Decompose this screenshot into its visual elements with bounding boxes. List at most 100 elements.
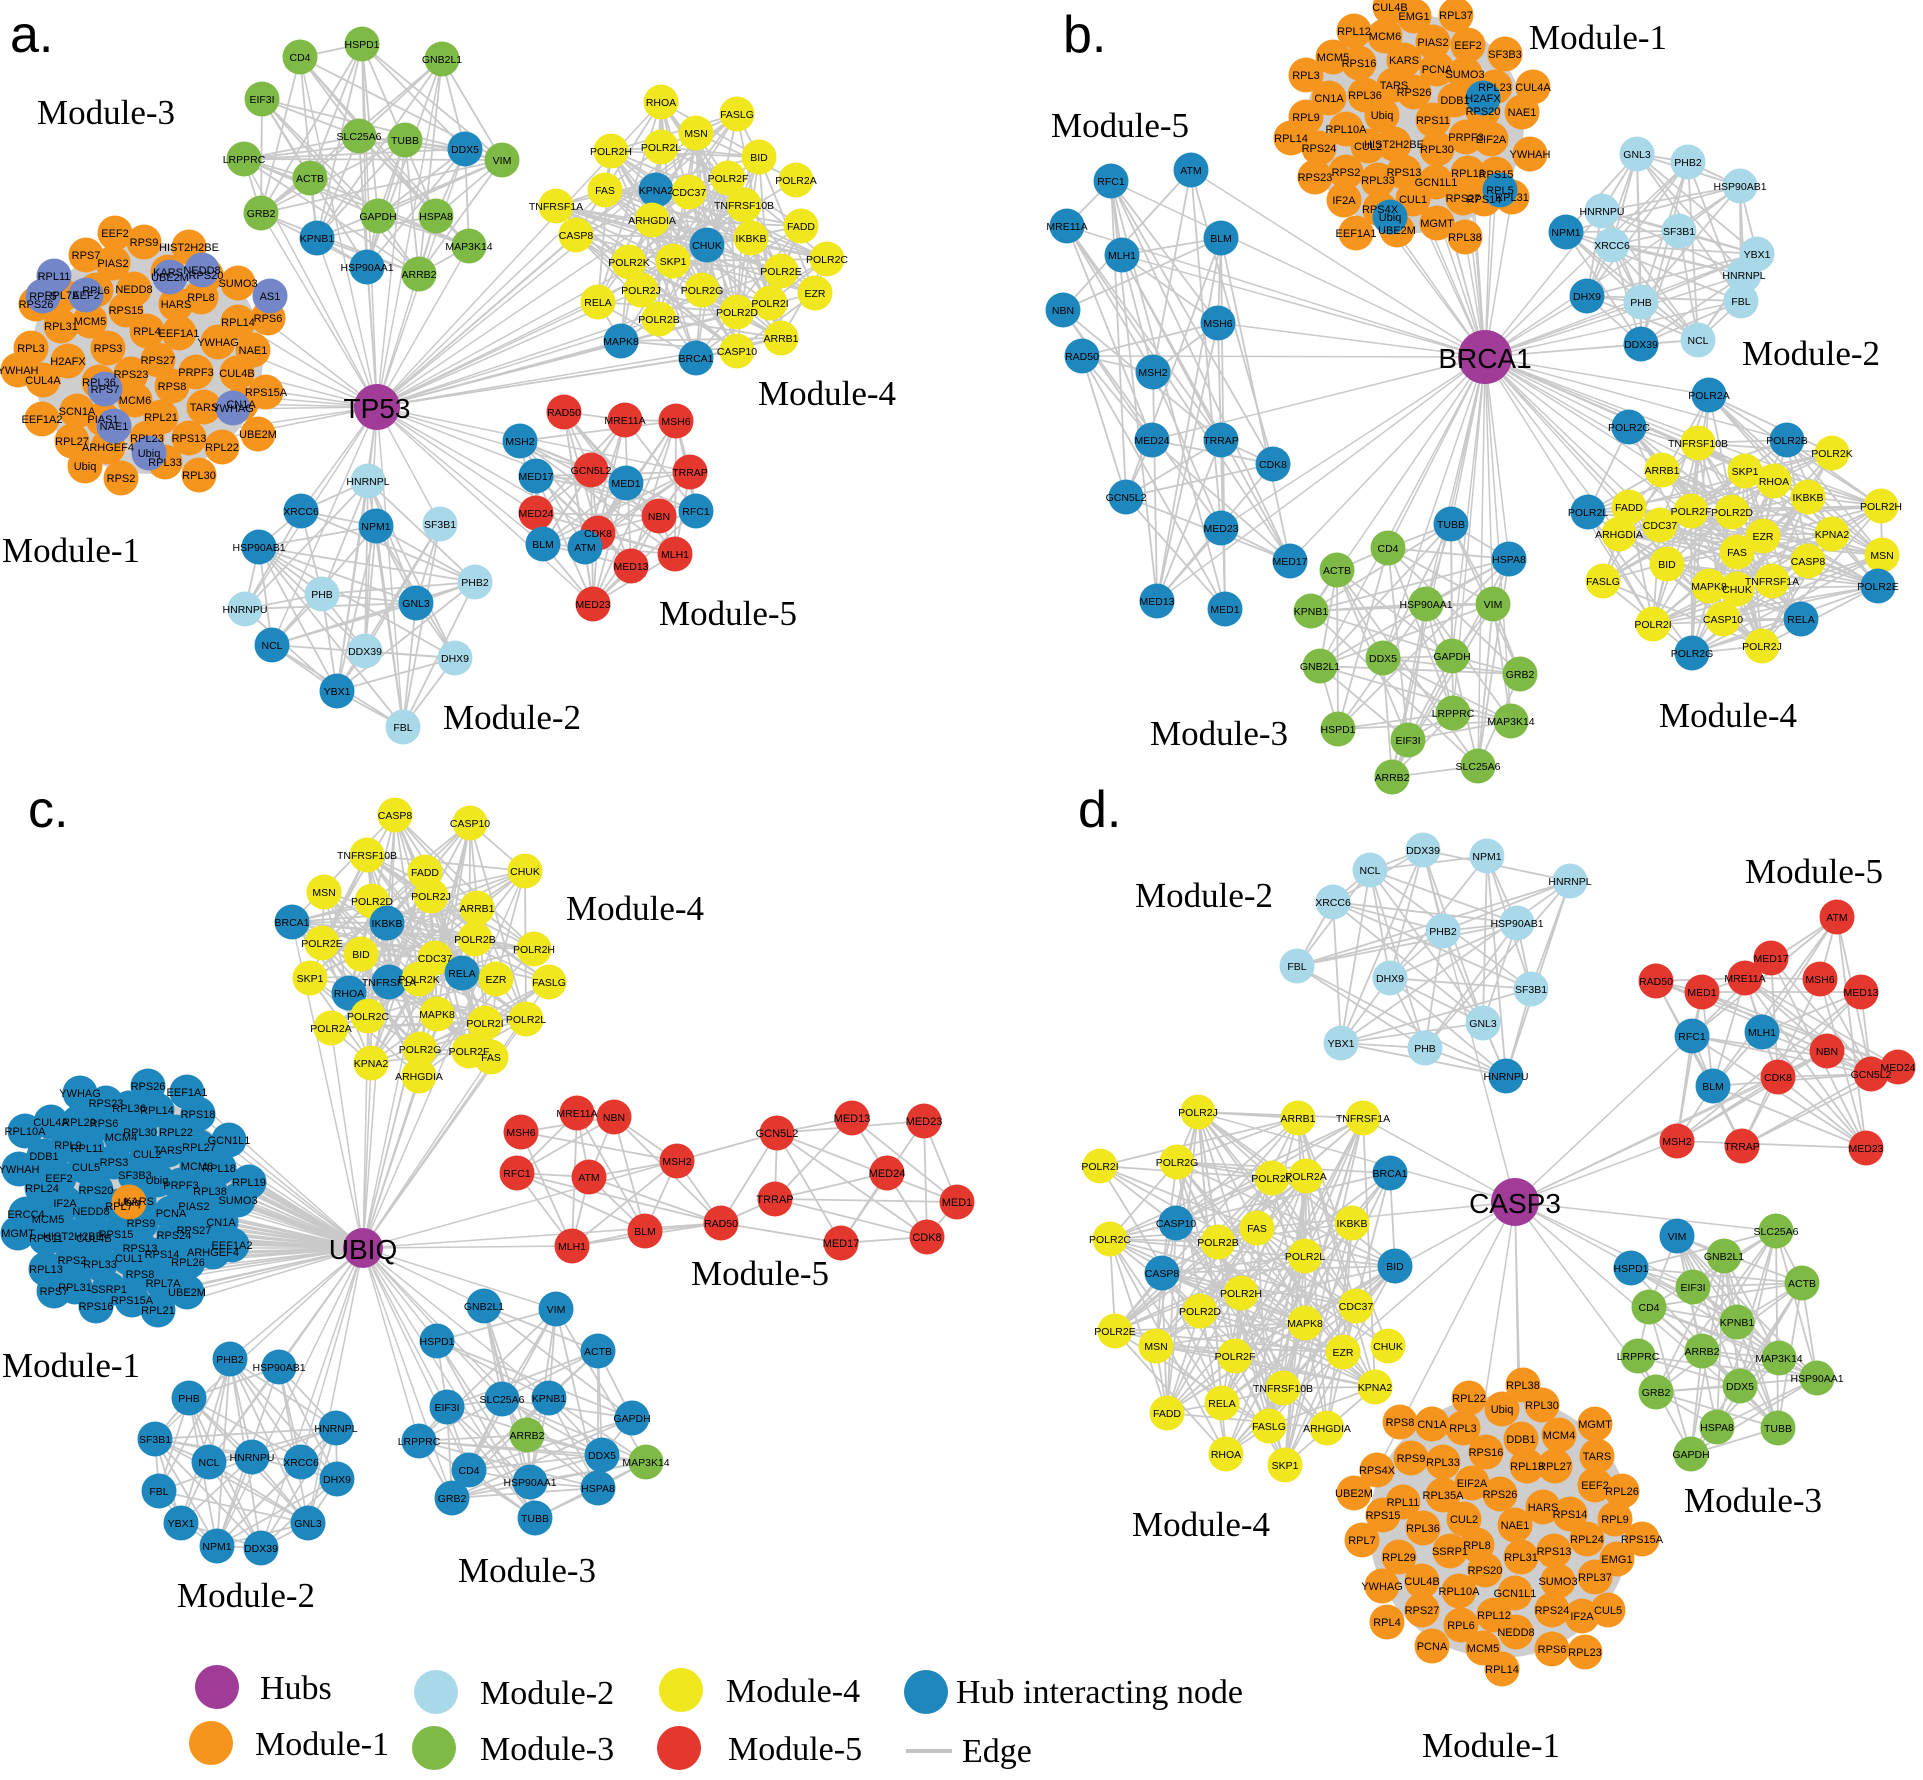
svg-text:RPS24: RPS24: [1302, 143, 1337, 155]
svg-text:MAPK8: MAPK8: [419, 1009, 455, 1021]
svg-text:KPNA2: KPNA2: [1358, 1382, 1393, 1394]
svg-text:FAS: FAS: [595, 185, 615, 197]
svg-text:UBIQ: UBIQ: [329, 1234, 397, 1265]
svg-text:PHB: PHB: [1414, 1043, 1436, 1055]
svg-text:IKBKB: IKBKB: [1793, 492, 1824, 504]
svg-text:CUL4B: CUL4B: [76, 1233, 111, 1245]
svg-text:RPL14: RPL14: [221, 317, 255, 329]
svg-text:RPS27: RPS27: [1405, 1605, 1440, 1617]
svg-text:NCL: NCL: [198, 1457, 219, 1469]
svg-text:FASLG: FASLG: [720, 109, 754, 121]
svg-text:POLR2H: POLR2H: [590, 146, 632, 158]
svg-text:RPL30: RPL30: [182, 470, 216, 482]
svg-text:KPNA2: KPNA2: [354, 1058, 389, 1070]
svg-text:RPS14: RPS14: [1553, 1509, 1588, 1521]
svg-text:RPS6: RPS6: [1538, 1644, 1567, 1656]
svg-text:RPL31: RPL31: [58, 1282, 92, 1294]
svg-text:RPL33: RPL33: [83, 1259, 117, 1271]
svg-text:POLR2D: POLR2D: [1711, 507, 1753, 519]
svg-text:FAS: FAS: [1247, 1223, 1267, 1235]
svg-text:MCM5: MCM5: [32, 1214, 64, 1226]
svg-text:POLR2K: POLR2K: [398, 974, 439, 986]
svg-text:PIAS2: PIAS2: [1417, 37, 1448, 49]
svg-text:PHB: PHB: [178, 1393, 200, 1405]
svg-text:POLR2D: POLR2D: [716, 307, 758, 319]
svg-text:TARS: TARS: [154, 1145, 183, 1157]
svg-text:TRRAP: TRRAP: [1724, 1141, 1760, 1153]
svg-text:EEF2: EEF2: [1581, 1480, 1609, 1492]
svg-text:FAS: FAS: [481, 1052, 501, 1064]
svg-text:SF3B1: SF3B1: [139, 1434, 171, 1446]
svg-text:PRPF3: PRPF3: [1448, 132, 1483, 144]
svg-text:RPS7: RPS7: [72, 250, 101, 262]
svg-text:RFC1: RFC1: [682, 506, 710, 518]
svg-text:HIST2H2BE: HIST2H2BE: [159, 242, 219, 254]
svg-text:RAD50: RAD50: [704, 1218, 738, 1230]
svg-text:GRB2: GRB2: [247, 208, 276, 220]
svg-text:CASP3: CASP3: [1469, 1188, 1561, 1219]
svg-text:ARRB1: ARRB1: [1644, 465, 1679, 477]
svg-text:RPL5: RPL5: [1486, 185, 1514, 197]
svg-text:PCNA: PCNA: [1422, 64, 1453, 76]
svg-text:RPS14: RPS14: [1467, 194, 1502, 206]
svg-text:MAP3K14: MAP3K14: [622, 1457, 669, 1469]
svg-text:SLC25A6: SLC25A6: [1754, 1226, 1799, 1238]
svg-text:SKP1: SKP1: [1272, 1460, 1299, 1472]
svg-text:Module-4: Module-4: [726, 1673, 860, 1710]
svg-text:HARS: HARS: [161, 299, 192, 311]
svg-text:MED24: MED24: [518, 508, 553, 520]
svg-text:UBE2M: UBE2M: [151, 272, 189, 284]
svg-text:YBX1: YBX1: [1328, 1038, 1355, 1050]
svg-text:RAD50: RAD50: [547, 407, 581, 419]
svg-text:CD4: CD4: [1638, 1302, 1659, 1314]
svg-text:PHB2: PHB2: [1674, 157, 1702, 169]
svg-text:GNB2L1: GNB2L1: [1300, 661, 1340, 673]
svg-text:CN1A: CN1A: [226, 399, 256, 411]
svg-text:RPS13: RPS13: [1537, 1546, 1572, 1558]
svg-text:HNRNPU: HNRNPU: [230, 1452, 275, 1464]
svg-text:RPL21: RPL21: [141, 1305, 175, 1317]
svg-text:RPL14: RPL14: [1485, 1664, 1519, 1676]
svg-text:FADD: FADD: [411, 867, 439, 879]
svg-text:POLR2F: POLR2F: [1215, 1351, 1256, 1363]
svg-text:NCL: NCL: [1359, 865, 1380, 877]
svg-text:Module-5: Module-5: [1745, 852, 1883, 891]
svg-text:SCN1A: SCN1A: [59, 406, 96, 418]
svg-text:EIF2A: EIF2A: [1457, 1478, 1488, 1490]
svg-text:Module-2: Module-2: [177, 1576, 315, 1615]
svg-text:RPL31: RPL31: [44, 321, 78, 333]
svg-text:PHB2: PHB2: [1429, 926, 1457, 938]
svg-text:TNFRSF1A: TNFRSF1A: [529, 201, 583, 213]
svg-text:MSN: MSN: [312, 887, 335, 899]
svg-text:VIM: VIM: [1668, 1231, 1687, 1243]
svg-text:RPL11: RPL11: [1387, 1497, 1420, 1509]
svg-text:CUL4B: CUL4B: [1372, 2, 1407, 14]
svg-text:RFC1: RFC1: [503, 1168, 531, 1180]
svg-text:MGMT: MGMT: [1420, 218, 1454, 230]
svg-text:RPL13: RPL13: [29, 1264, 63, 1276]
svg-text:ARRB2: ARRB2: [1684, 1346, 1719, 1358]
svg-text:YWHAG: YWHAG: [59, 1088, 101, 1100]
svg-text:MSH2: MSH2: [1662, 1136, 1691, 1148]
svg-text:NPM1: NPM1: [1551, 227, 1580, 239]
svg-text:Module-1: Module-1: [1422, 1726, 1560, 1765]
svg-text:EZR: EZR: [1753, 531, 1774, 543]
svg-text:GNB2L1: GNB2L1: [422, 54, 462, 66]
svg-text:HSP90AA1: HSP90AA1: [1790, 1373, 1843, 1385]
svg-text:NAE1: NAE1: [1501, 1520, 1530, 1532]
svg-text:Module-3: Module-3: [1684, 1481, 1822, 1520]
svg-text:POLR2G: POLR2G: [681, 285, 724, 297]
svg-text:CDC37: CDC37: [1339, 1301, 1374, 1313]
svg-text:RPS7: RPS7: [40, 1286, 69, 1298]
svg-text:RPL12: RPL12: [1477, 1610, 1511, 1622]
svg-text:BID: BID: [1386, 1261, 1404, 1273]
svg-text:IKBKB: IKBKB: [736, 233, 767, 245]
svg-text:POLR2K: POLR2K: [1811, 448, 1852, 460]
svg-text:Hub interacting node: Hub interacting node: [956, 1674, 1243, 1711]
svg-text:Module-3: Module-3: [37, 93, 175, 132]
svg-text:CD4: CD4: [458, 1465, 479, 1477]
svg-text:KARS: KARS: [1389, 55, 1419, 67]
svg-text:RPL37: RPL37: [1578, 1572, 1612, 1584]
svg-text:MRE11A: MRE11A: [604, 415, 645, 427]
svg-text:MED1: MED1: [1210, 604, 1239, 616]
